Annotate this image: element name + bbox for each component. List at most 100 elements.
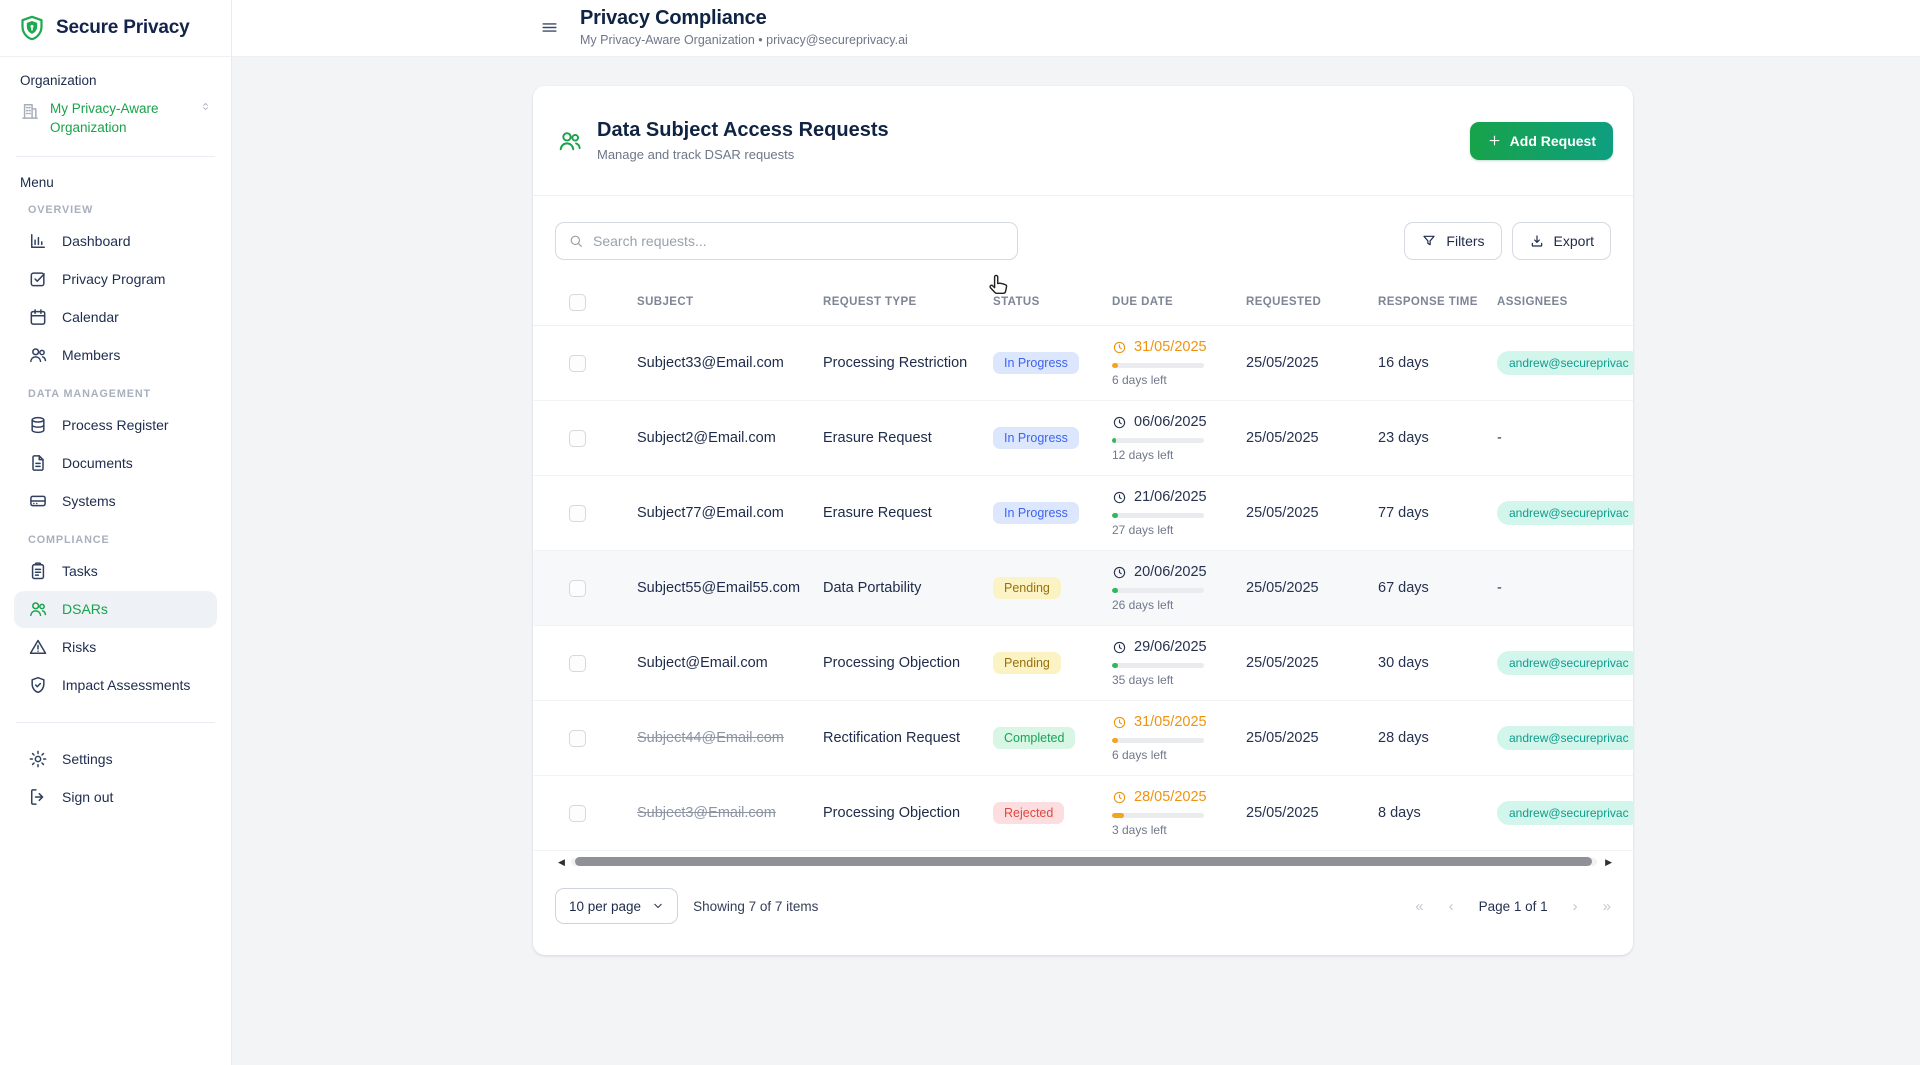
days-left-label: 26 days left [1112,598,1174,612]
sidebar-item-settings[interactable]: Settings [14,741,217,778]
status-badge: Completed [993,727,1076,749]
request-type-cell: Processing Restriction [823,355,968,371]
subject-cell: Subject44@Email.com [637,730,784,746]
sort-chevrons-icon [200,101,211,112]
scrollbar-thumb[interactable] [575,857,1592,866]
row-checkbox[interactable] [568,579,586,597]
column-header-assignees[interactable]: ASSIGNEES [1497,296,1568,309]
column-header-status[interactable]: STATUS [993,296,1040,309]
select-all-checkbox[interactable] [568,294,586,311]
table-toolbar: Filters Export [533,196,1633,280]
sidebar-item-label: Calendar [62,309,119,326]
table-row[interactable]: Subject44@Email.com Rectification Request… [533,701,1633,776]
table-row[interactable]: Subject2@Email.com Erasure Request In Prog… [533,401,1633,476]
organization-label: Organization [20,73,97,88]
sidebar-item-sign-out[interactable]: Sign out [14,779,217,816]
row-checkbox[interactable] [568,504,586,522]
table-row[interactable]: Subject33@Email.com Processing Restrictio… [533,326,1633,401]
pagination: « ‹ Page 1 of 1 › » [1415,899,1611,914]
per-page-select[interactable]: 10 per page [555,888,679,924]
due-date-cell: 31/05/2025 6 days left [1096,339,1230,387]
search-icon [568,233,584,249]
column-header-due-date[interactable]: DUE DATE [1112,296,1174,309]
sidebar-item-members[interactable]: Members [14,337,217,374]
sidebar-item-dashboard[interactable]: Dashboard [14,223,217,260]
first-page-button[interactable]: « [1415,897,1424,915]
server-icon [28,491,48,511]
table-row[interactable]: Subject55@Email55.com Data Portability Pen… [533,551,1633,626]
chevron-down-icon [652,900,664,912]
requested-date-cell: 25/05/2025 [1246,655,1319,671]
export-button[interactable]: Export [1511,222,1611,260]
sidebar-item-label: Settings [62,751,113,768]
column-header-requested[interactable]: REQUESTED [1246,296,1322,309]
due-date-cell: 21/06/2025 27 days left [1096,489,1230,537]
main-content: Data Subject Access Requests Manage and … [232,57,1920,1065]
clock-icon [1112,490,1127,505]
clock-icon [1112,790,1127,805]
sidebar-divider [16,155,215,157]
column-header-request-type[interactable]: REQUEST TYPE [823,296,917,309]
filters-button[interactable]: Filters [1404,222,1502,260]
days-left-label: 27 days left [1112,523,1174,537]
sidebar-item-privacy-program[interactable]: Privacy Program [14,261,217,298]
search-input[interactable] [593,233,1005,249]
row-checkbox[interactable] [568,654,586,672]
users-icon [28,599,48,619]
status-badge: In Progress [993,427,1079,449]
next-page-button[interactable]: › [1572,897,1578,915]
sidebar-item-dsars[interactable]: DSARs [14,590,217,628]
last-page-button[interactable]: » [1602,897,1611,915]
response-time-cell: 16 days [1378,355,1429,371]
add-request-button[interactable]: Add Request [1469,121,1613,160]
organization-selector[interactable]: My Privacy-Aware Organization [10,100,221,138]
sidebar-item-documents[interactable]: Documents [14,445,217,482]
no-assignee: - [1497,430,1502,446]
sidebar-item-impact-assessments[interactable]: Impact Assessments [14,667,217,704]
funnel-icon [1421,233,1437,249]
sidebar-menu: OVERVIEW Dashboard Privacy Program Calendar… [10,204,221,704]
response-time-cell: 77 days [1378,505,1429,521]
table-row[interactable]: Subject@Email.com Processing Objection Pen… [533,626,1633,701]
scroll-left-arrow-icon[interactable]: ◀ [558,857,565,867]
no-assignee: - [1497,580,1502,596]
organization-name: My Privacy-Aware Organization [50,101,159,135]
sidebar-item-label: Risks [62,639,97,656]
sidebar-item-process-register[interactable]: Process Register [14,407,217,444]
sidebar-item-calendar[interactable]: Calendar [14,299,217,336]
request-type-cell: Processing Objection [823,655,961,671]
request-type-cell: Erasure Request [823,430,932,446]
prev-page-button[interactable]: ‹ [1448,897,1454,915]
scroll-right-arrow-icon[interactable]: ▶ [1605,857,1612,867]
section-label: DATA MANAGEMENT [28,387,152,400]
column-header-response-time[interactable]: RESPONSE TIME [1378,296,1478,309]
table-row[interactable]: Subject3@Email.com Processing Objection Re… [533,776,1633,851]
column-header-subject[interactable]: SUBJECT [637,296,694,309]
row-checkbox[interactable] [568,354,586,372]
due-date-cell: 06/06/2025 12 days left [1096,414,1230,462]
table-row[interactable]: Subject77@Email.com Erasure Request In Pro… [533,476,1633,551]
clipboard-icon [28,561,48,581]
users-icon [28,345,48,365]
sidebar-item-systems[interactable]: Systems [14,483,217,520]
subject-cell: Subject77@Email.com [637,505,784,521]
sidebar-item-risks[interactable]: Risks [14,629,217,666]
assignee-badge: andrew@secureprivac [1497,726,1633,750]
due-date-value: 21/06/2025 [1134,489,1207,505]
due-date-cell: 29/06/2025 35 days left [1096,639,1230,687]
hamburger-menu-icon[interactable] [540,18,559,37]
row-checkbox[interactable] [568,429,586,447]
sidebar-item-tasks[interactable]: Tasks [14,553,217,590]
due-date-value: 31/05/2025 [1134,339,1207,355]
response-time-cell: 28 days [1378,730,1429,746]
due-date-value: 31/05/2025 [1134,714,1207,730]
due-date-value: 28/05/2025 [1134,789,1207,805]
row-checkbox[interactable] [568,729,586,747]
clock-icon [1112,715,1127,730]
response-time-cell: 67 days [1378,580,1429,596]
menu-label: Menu [20,174,54,190]
calendar-icon [28,307,48,327]
status-badge: Rejected [993,802,1065,824]
row-checkbox[interactable] [568,804,586,822]
assignee-badge: andrew@secureprivac [1497,501,1633,525]
